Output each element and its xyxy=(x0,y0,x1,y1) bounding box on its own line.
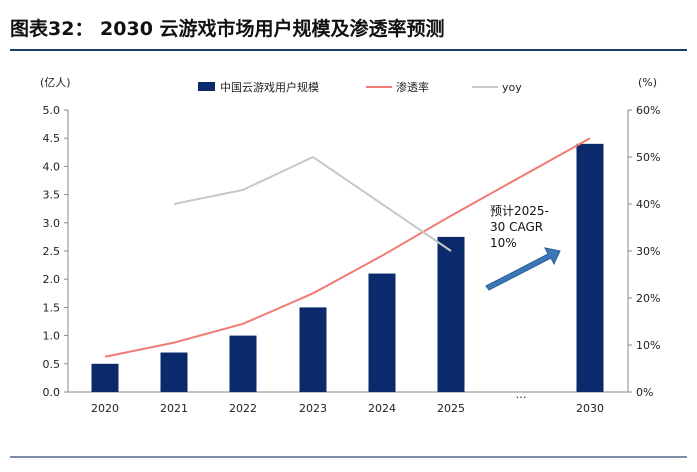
legend-label: 中国云游戏用户规模 xyxy=(220,80,319,94)
left-tick-label: 1.0 xyxy=(43,330,61,343)
penetration-line xyxy=(104,137,591,358)
title-divider xyxy=(10,49,687,51)
x-tick-label: 2025 xyxy=(437,402,465,415)
left-tick-label: 2.0 xyxy=(43,273,61,286)
right-tick-label: 60% xyxy=(636,104,660,117)
right-tick-label: 0% xyxy=(636,386,653,399)
legend: 中国云游戏用户规模 渗透率 yoy xyxy=(198,80,522,94)
left-tick-label: 4.5 xyxy=(43,132,61,145)
left-tick-label: 3.5 xyxy=(43,189,61,202)
title-bar: 图表32： 2030 云游戏市场用户规模及渗透率预测 xyxy=(10,10,687,51)
bar xyxy=(576,143,604,392)
right-axis-unit: (%) xyxy=(638,76,657,89)
cagr-annotation-line: 预计2025- xyxy=(490,204,549,218)
left-tick-label: 0.0 xyxy=(43,386,61,399)
left-tick-label: 2.5 xyxy=(43,245,61,258)
bottom-divider xyxy=(10,456,687,458)
right-tick-label: 40% xyxy=(636,198,660,211)
x-tick-label: 2023 xyxy=(299,402,327,415)
left-tick-label: 4.0 xyxy=(43,160,61,173)
left-axis-unit: (亿人) xyxy=(40,76,71,89)
right-tick-label: 10% xyxy=(636,339,660,352)
bar xyxy=(160,352,188,392)
bar xyxy=(437,236,465,392)
left-tick-label: 1.5 xyxy=(43,301,61,314)
legend-swatch-bar xyxy=(198,82,215,91)
legend-label: 渗透率 xyxy=(396,80,429,94)
x-tick-label: 2020 xyxy=(91,402,119,415)
left-tick-label: 3.0 xyxy=(43,217,61,230)
cagr-annotation: 预计2025- 30 CAGR 10% xyxy=(485,204,561,291)
x-tick-label: 2030 xyxy=(576,402,604,415)
x-tick-label: 2022 xyxy=(229,402,257,415)
axis-labels: 0.0 0.5 1.0 1.5 2.0 2.5 3.0 3.5 4.0 4.5 5.0 0% 10% 20… xyxy=(40,76,660,415)
bar xyxy=(91,363,119,392)
bar xyxy=(229,335,257,392)
right-tick-label: 50% xyxy=(636,151,660,164)
bar-series xyxy=(91,143,604,392)
right-tick-label: 30% xyxy=(636,245,660,258)
growth-arrow-icon xyxy=(485,247,561,291)
yoy-line xyxy=(173,155,452,252)
x-tick-label: 2021 xyxy=(160,402,188,415)
cagr-annotation-line: 30 CAGR xyxy=(490,220,543,234)
x-gap-label: … xyxy=(516,388,527,401)
left-tick-label: 5.0 xyxy=(43,104,61,117)
bar xyxy=(299,307,327,392)
chart-title: 图表32： 2030 云游戏市场用户规模及渗透率预测 xyxy=(10,18,445,40)
bar xyxy=(368,273,396,392)
right-tick-label: 20% xyxy=(636,292,660,305)
line-series xyxy=(104,137,591,358)
legend-label: yoy xyxy=(502,81,522,94)
left-tick-label: 0.5 xyxy=(43,358,61,371)
x-tick-label: 2024 xyxy=(368,402,396,415)
cagr-annotation-line: 10% xyxy=(490,236,517,250)
